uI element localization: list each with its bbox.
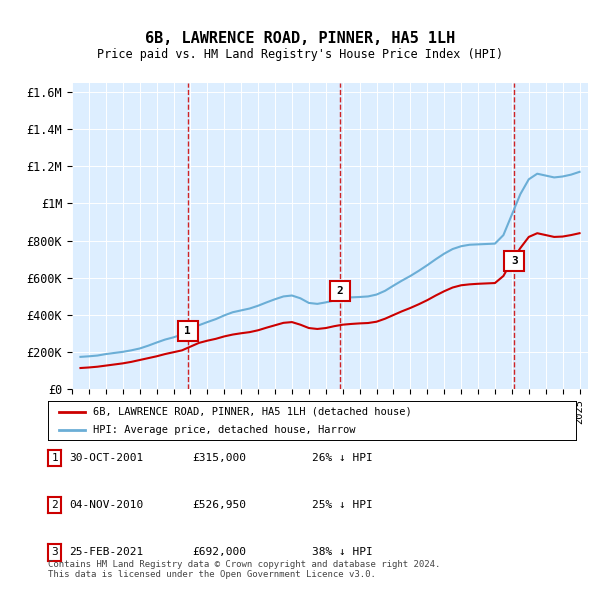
Text: HPI: Average price, detached house, Harrow: HPI: Average price, detached house, Harr… — [93, 425, 355, 435]
Text: Price paid vs. HM Land Registry's House Price Index (HPI): Price paid vs. HM Land Registry's House … — [97, 48, 503, 61]
Text: 25% ↓ HPI: 25% ↓ HPI — [312, 500, 373, 510]
Text: 2: 2 — [51, 500, 58, 510]
Text: 3: 3 — [51, 548, 58, 557]
Text: 25-FEB-2021: 25-FEB-2021 — [69, 548, 143, 557]
Text: Contains HM Land Registry data © Crown copyright and database right 2024.
This d: Contains HM Land Registry data © Crown c… — [48, 560, 440, 579]
Text: 04-NOV-2010: 04-NOV-2010 — [69, 500, 143, 510]
Text: £526,950: £526,950 — [192, 500, 246, 510]
Text: 3: 3 — [511, 255, 518, 266]
Text: £315,000: £315,000 — [192, 453, 246, 463]
Text: 1: 1 — [51, 453, 58, 463]
Text: 6B, LAWRENCE ROAD, PINNER, HA5 1LH (detached house): 6B, LAWRENCE ROAD, PINNER, HA5 1LH (deta… — [93, 407, 412, 417]
Text: 30-OCT-2001: 30-OCT-2001 — [69, 453, 143, 463]
Text: £692,000: £692,000 — [192, 548, 246, 557]
Text: 1: 1 — [184, 326, 191, 336]
Text: 38% ↓ HPI: 38% ↓ HPI — [312, 548, 373, 557]
Text: 6B, LAWRENCE ROAD, PINNER, HA5 1LH: 6B, LAWRENCE ROAD, PINNER, HA5 1LH — [145, 31, 455, 46]
Text: 26% ↓ HPI: 26% ↓ HPI — [312, 453, 373, 463]
Text: 2: 2 — [337, 286, 343, 296]
